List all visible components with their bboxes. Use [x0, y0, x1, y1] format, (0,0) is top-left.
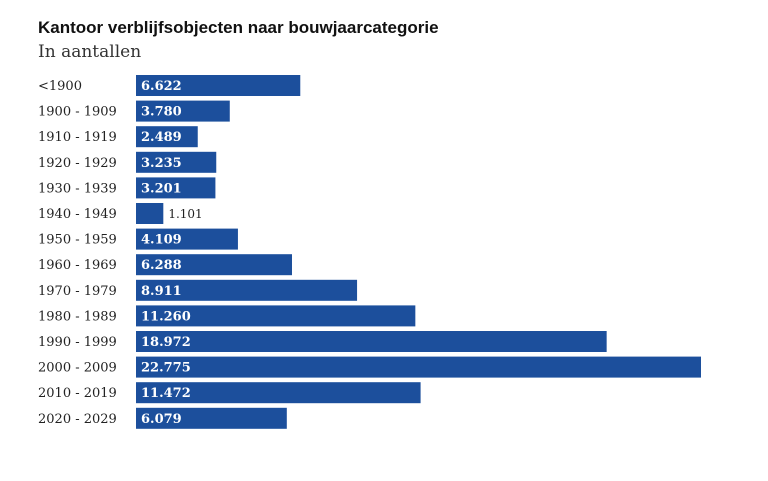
bar: [136, 356, 701, 378]
value-label: 8.911: [141, 284, 182, 299]
category-label: 1960 - 1969: [38, 258, 117, 273]
value-label: 6.622: [141, 79, 182, 94]
category-label: 2010 - 2019: [38, 386, 117, 401]
value-label: 1.101: [168, 207, 202, 221]
value-label: 11.472: [141, 386, 191, 401]
bar: [136, 331, 607, 352]
category-label: 2000 - 2009: [38, 361, 117, 376]
value-label: 3.201: [141, 181, 182, 196]
bar: [136, 177, 216, 199]
value-label: 22.775: [141, 361, 191, 376]
category-label: 1950 - 1959: [38, 233, 117, 248]
value-label: 3.235: [141, 156, 182, 171]
bar: [136, 382, 421, 404]
category-label: 1900 - 1909: [38, 105, 117, 120]
category-label: 1910 - 1919: [38, 130, 117, 145]
category-label: 1930 - 1939: [38, 181, 117, 196]
category-label: 1940 - 1949: [38, 207, 117, 222]
value-label: 6.288: [141, 258, 182, 273]
value-label: 6.079: [141, 412, 182, 427]
value-label: 3.780: [141, 105, 182, 120]
bar: [136, 228, 238, 250]
bar: [136, 151, 217, 173]
category-label: 1970 - 1979: [38, 284, 117, 299]
bar: [136, 254, 292, 276]
value-label: 11.260: [141, 309, 191, 324]
category-label: <1900: [38, 79, 82, 94]
bar: [136, 126, 198, 148]
bar: [136, 407, 287, 429]
bar: [136, 203, 164, 224]
bar: [136, 305, 416, 327]
bar: [136, 75, 301, 96]
value-label: 18.972: [141, 335, 191, 350]
category-label: 1920 - 1929: [38, 156, 117, 171]
category-label: 1990 - 1999: [38, 335, 117, 350]
bar: [136, 279, 358, 301]
value-label: 2.489: [141, 130, 182, 145]
chart-title: Kantoor verblijfsobjecten naar bouwjaarc…: [38, 18, 439, 37]
category-label: 2020 - 2029: [38, 412, 117, 427]
chart-subtitle: In aantallen: [38, 42, 142, 62]
bar: [136, 100, 230, 122]
category-label: 1980 - 1989: [38, 309, 117, 324]
value-label: 4.109: [141, 233, 182, 248]
